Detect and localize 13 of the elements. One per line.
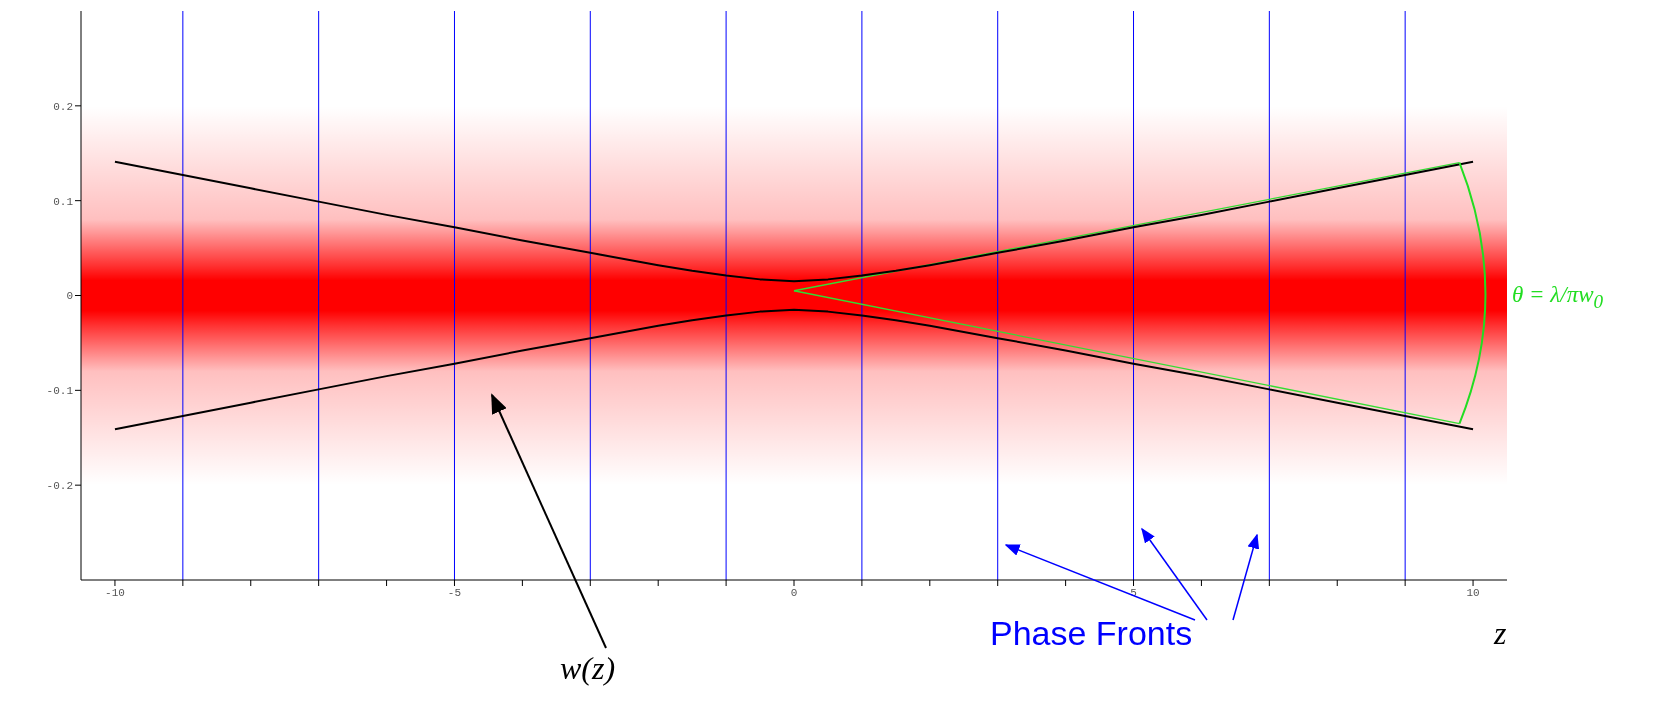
y-tick-label: 0.2 xyxy=(53,100,73,113)
x-tick-label: 0 xyxy=(790,586,798,599)
x-tick-label: -10 xyxy=(105,586,125,599)
text: w(z) xyxy=(560,650,616,687)
y-tick-label: 0 xyxy=(66,290,73,303)
y-tick-label: -0.2 xyxy=(46,480,73,493)
x-tick-label: 10 xyxy=(1466,586,1480,599)
y-tick-label: 0.1 xyxy=(53,195,74,208)
x-axis-title: z xyxy=(1494,615,1507,652)
y-tick-label: -0.1 xyxy=(46,385,74,398)
text: θ = λ/πw$_{0}$ xyxy=(1512,282,1604,313)
x-tick-label: -5 xyxy=(447,586,462,599)
text: Phase Fronts xyxy=(990,614,1193,653)
